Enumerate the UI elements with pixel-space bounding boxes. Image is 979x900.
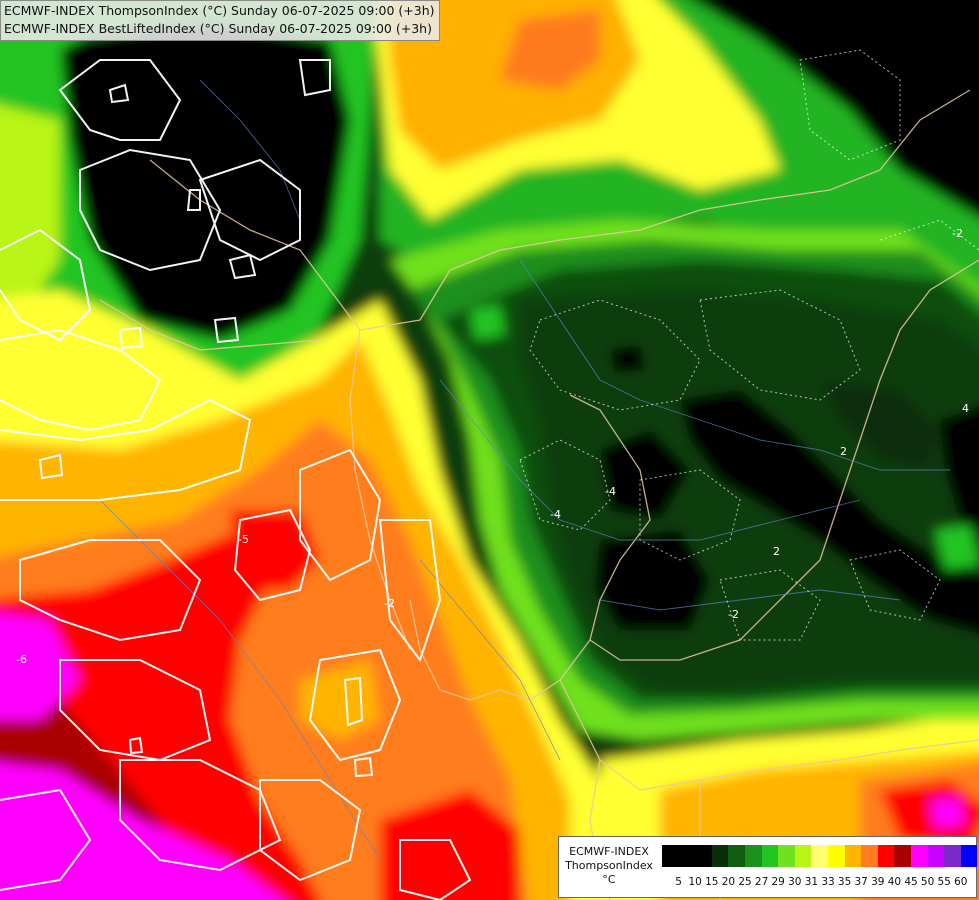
country-borders	[99, 89, 979, 900]
contour-label: -2	[728, 608, 739, 621]
legend-tick-label: 33	[821, 876, 835, 888]
legend-swatch	[794, 845, 812, 867]
legend-swatch	[744, 845, 762, 867]
legend-tick-label: 10	[688, 876, 702, 888]
legend-tick-label: 55	[937, 876, 951, 888]
legend-swatch	[944, 845, 961, 867]
legend-tick-label: 5	[675, 876, 682, 888]
contour-label: 2	[840, 445, 847, 458]
legend-title-unit: °C	[602, 873, 616, 886]
contour-label: -4	[550, 508, 561, 521]
legend-swatch	[761, 845, 779, 867]
title-line-lifted: ECMWF-INDEX BestLiftedIndex (°C) Sunday …	[4, 21, 432, 36]
contour-label: -2	[952, 227, 963, 240]
legend-tick-label: 60	[954, 876, 968, 888]
dotted-contours	[519, 49, 979, 641]
contour-label: -2	[384, 597, 395, 610]
legend-title-source: ECMWF-INDEX	[569, 845, 649, 858]
contour-label: -4	[605, 485, 616, 498]
legend-swatch	[728, 845, 745, 867]
rivers	[99, 79, 950, 861]
legend-swatch	[695, 845, 712, 867]
legend-tick-label: 25	[738, 876, 752, 888]
legend-swatch	[877, 845, 895, 867]
lifted-index-contours	[0, 59, 472, 900]
legend-swatch	[778, 845, 795, 867]
legend-title: ECMWF-INDEX ThompsonIndex °C	[563, 845, 655, 887]
legend-tick-label: 30	[788, 876, 802, 888]
contour-label: -6	[16, 653, 27, 666]
title-line-thompson: ECMWF-INDEX ThompsonIndex (°C) Sunday 06…	[4, 3, 435, 18]
legend-tick-label: 39	[871, 876, 885, 888]
contour-labels: -5 -6 -2 -4 -4 -2 -2 2 2 4	[16, 227, 969, 666]
contour-label: -5	[238, 533, 249, 546]
legend-swatch	[927, 845, 945, 867]
legend-tick-label: 27	[754, 876, 769, 888]
legend-title-index: ThompsonIndex	[565, 859, 653, 872]
legend-tick-label: 31	[804, 876, 819, 888]
legend-color-bar	[662, 845, 978, 867]
map-title: ECMWF-INDEX ThompsonIndex (°C) Sunday 06…	[0, 0, 440, 41]
legend-swatch	[711, 845, 729, 867]
legend-swatch	[662, 845, 679, 867]
legend-tick-label: 29	[771, 876, 785, 888]
legend-tick-label: 40	[887, 876, 902, 888]
legend-swatch	[811, 845, 828, 867]
legend-swatch	[844, 845, 862, 867]
contour-label: 2	[773, 545, 780, 558]
legend-swatch	[827, 845, 845, 867]
legend-swatch	[678, 845, 696, 867]
legend-swatch	[894, 845, 911, 867]
contour-label: 4	[962, 402, 969, 415]
legend-tick-label: 45	[904, 876, 918, 888]
legend-swatch	[910, 845, 928, 867]
legend-swatch	[960, 845, 978, 867]
legend-swatch	[861, 845, 878, 867]
legend-tick-labels: 5 10 15 20 25 27 29 30 31 33 35 37 39 40 45 50 55 60	[662, 876, 979, 890]
color-legend: ECMWF-INDEX ThompsonIndex °C 5 10 15 20 25 27…	[558, 836, 979, 898]
legend-tick-label: 50	[920, 876, 935, 888]
legend-tick-label: 20	[721, 876, 736, 888]
legend-tick-label: 15	[705, 876, 719, 888]
legend-tick-label: 37	[854, 876, 868, 888]
legend-tick-label: 35	[837, 876, 852, 888]
